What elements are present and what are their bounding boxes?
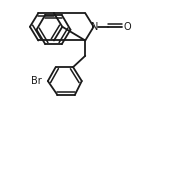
Text: O: O — [123, 22, 131, 32]
Text: N: N — [91, 22, 98, 32]
Text: Br: Br — [31, 76, 42, 86]
